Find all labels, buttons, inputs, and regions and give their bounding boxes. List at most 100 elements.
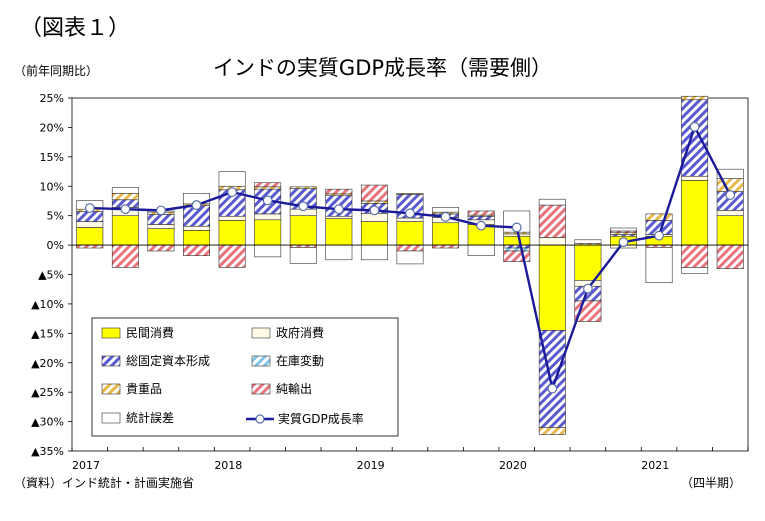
- bar-segment-net_exports: [467, 210, 495, 216]
- bar-segment-government: [396, 217, 424, 222]
- legend-swatch-discrepancy: [101, 412, 121, 424]
- bar-segment-investment: [681, 99, 709, 177]
- gdp-point: [191, 200, 202, 210]
- legend-box: [91, 317, 399, 437]
- x-year-label: 2019: [357, 459, 385, 472]
- legend-label: 貴重品: [126, 382, 162, 396]
- bar-segment-valuables: [716, 178, 744, 192]
- x-year-label: 2018: [214, 459, 242, 472]
- bar-segment-net_exports: [716, 244, 744, 269]
- bar-segment-discrepancy: [218, 171, 246, 187]
- legend-swatch-consumption: [101, 327, 121, 339]
- gdp-point: [440, 211, 451, 222]
- gdp-point: [369, 205, 380, 216]
- bar-segment-valuables: [681, 95, 709, 101]
- bar-segment-government: [218, 215, 246, 221]
- y-tick-label: 5%: [47, 210, 64, 223]
- legend-swatch-investment: [101, 355, 121, 367]
- bar-segment-valuables: [360, 200, 388, 204]
- legend-label: 政府消費: [276, 325, 324, 340]
- bar-segment-consumption: [538, 244, 566, 331]
- bar-segment-consumption: [396, 221, 424, 246]
- bar-segment-discrepancy: [681, 267, 709, 274]
- bar-segment-consumption: [360, 221, 388, 246]
- bar-segment-consumption: [325, 218, 353, 246]
- y-tick-label: ▲15%: [31, 327, 64, 340]
- bar-segment-investment: [503, 244, 531, 249]
- gdp-point: [84, 203, 95, 213]
- source-note: （資料）インド統計・計画実施省: [14, 476, 195, 490]
- legend-swatch-government: [251, 327, 271, 339]
- bar-segment-valuables: [396, 193, 424, 195]
- bar-segment-government: [503, 233, 531, 237]
- bar-segment-government: [254, 213, 282, 221]
- legend-swatch-inventory: [251, 355, 271, 367]
- bar-segment-net_exports: [254, 182, 282, 188]
- bar-segment-net_exports: [538, 204, 566, 238]
- bar-segment-consumption: [218, 220, 246, 246]
- bar-segment-discrepancy: [325, 244, 353, 261]
- chart-title: インドの実質GDP成長率（需要側）: [212, 56, 553, 80]
- bar-segment-net_exports: [147, 244, 175, 252]
- bar-segment-inventory: [503, 247, 531, 252]
- bar-segment-consumption: [147, 228, 175, 246]
- bar-segment-net_exports: [360, 184, 388, 202]
- bar-segment-consumption: [254, 219, 282, 246]
- bar-segment-discrepancy: [360, 244, 388, 261]
- bar-segment-consumption: [716, 215, 744, 246]
- bar-segment-consumption: [681, 180, 709, 246]
- bar-segment-valuables: [645, 213, 673, 221]
- bar-segment-net_exports: [218, 244, 246, 268]
- period-note: （四半期）: [680, 476, 741, 490]
- bar-segment-net_exports: [111, 244, 139, 268]
- legend-label: 総固定資本形成: [126, 353, 210, 368]
- figure-label: （図表１）: [20, 16, 131, 41]
- bar-segment-consumption: [503, 235, 531, 246]
- bar-segment-consumption: [574, 244, 602, 281]
- bar-segment-valuables: [538, 427, 566, 435]
- bar-segment-net_exports: [681, 244, 709, 268]
- bar-segment-net_exports: [396, 244, 424, 252]
- bar-segment-discrepancy: [111, 187, 139, 194]
- gdp-point: [511, 222, 522, 233]
- bar-segment-discrepancy: [574, 239, 602, 244]
- gdp-point: [654, 230, 664, 241]
- bar-segment-discrepancy: [716, 168, 744, 179]
- y-tick-label: ▲5%: [38, 269, 64, 282]
- bar-segment-net_exports: [503, 250, 531, 262]
- bar-segment-valuables: [111, 193, 139, 201]
- unit-label: （前年同期比）: [14, 64, 99, 78]
- bar-segment-government: [325, 215, 353, 219]
- bar-segment-investment: [467, 215, 495, 221]
- legend-label: 実質GDP成長率: [278, 411, 364, 426]
- bar-segment-investment: [147, 214, 175, 225]
- y-tick-label: ▲25%: [31, 386, 64, 399]
- gdp-point: [156, 205, 166, 216]
- bar-segment-consumption: [111, 215, 139, 246]
- gdp-point: [120, 204, 131, 215]
- y-tick-label: ▲35%: [31, 445, 64, 458]
- bar-segment-consumption: [76, 227, 104, 246]
- bar-segment-discrepancy: [538, 198, 566, 206]
- gdp-point: [227, 187, 238, 198]
- bar-segment-investment: [76, 211, 104, 222]
- legend-label: 純輸出: [276, 381, 312, 396]
- y-tick-label: 0%: [47, 239, 64, 252]
- gdp-point: [262, 195, 273, 206]
- bar-segment-discrepancy: [645, 247, 673, 284]
- gdp-point: [547, 383, 558, 394]
- x-year-label: 2017: [72, 459, 100, 472]
- y-tick-label: 15%: [40, 151, 64, 164]
- bar-segment-government: [183, 225, 210, 231]
- legend-line-marker: [255, 414, 265, 424]
- gdp-point: [689, 121, 700, 132]
- bar-segment-government: [538, 237, 566, 246]
- gdp-point: [582, 283, 593, 294]
- y-tick-label: 25%: [40, 92, 64, 105]
- bar-segment-discrepancy: [254, 244, 282, 258]
- gdp-point: [333, 204, 344, 215]
- bar-segment-net_exports: [432, 244, 460, 249]
- bar-segment-discrepancy: [432, 207, 460, 213]
- x-year-label: 2020: [499, 459, 527, 472]
